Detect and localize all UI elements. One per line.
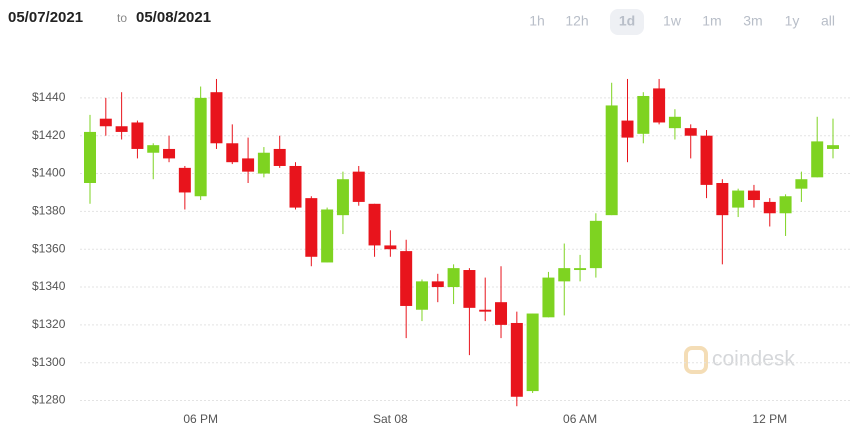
candle-body (415, 281, 428, 310)
y-tick-label: $1300 (32, 355, 66, 369)
candle-body (321, 209, 334, 263)
date-from: 05/07/2021 (8, 9, 83, 26)
candle-body (384, 245, 397, 250)
candle-body (305, 198, 318, 257)
candle-body (115, 126, 128, 132)
range-button[interactable]: 1y (785, 13, 800, 29)
candle-body (605, 105, 618, 216)
candle-body (779, 196, 792, 214)
candle-body (747, 190, 760, 201)
x-tick-label: 06 PM (183, 412, 218, 426)
candle-body (811, 141, 824, 178)
candle-body (147, 145, 160, 153)
range-button[interactable]: 12h (565, 13, 588, 29)
candle-body (732, 190, 745, 208)
candle-body (510, 322, 523, 397)
y-tick-label: $1320 (32, 317, 66, 331)
candle-body (526, 313, 539, 392)
candle-body (257, 152, 270, 174)
watermark: coindesk (684, 346, 795, 374)
candle-body (400, 251, 413, 306)
candle-body (99, 118, 112, 127)
candle-body (542, 277, 555, 318)
x-tick-label: 12 PM (752, 412, 787, 426)
x-tick-label: Sat 08 (373, 412, 408, 426)
candle-body (479, 309, 492, 312)
candle-body (589, 220, 602, 269)
candle-body (194, 97, 207, 197)
candle-body (827, 145, 839, 149)
candle-body (178, 167, 191, 193)
range-button-bg[interactable] (610, 9, 644, 35)
candle-body (700, 135, 713, 185)
candle-body (336, 179, 349, 216)
candle-body (210, 92, 223, 144)
range-button[interactable]: all (821, 13, 835, 29)
date-to-word: to (117, 11, 127, 25)
y-tick-label: $1420 (32, 128, 66, 142)
candle-body (653, 88, 666, 123)
candle-body (463, 270, 476, 308)
candle-body (763, 201, 776, 214)
candle-body (431, 281, 444, 288)
range-button[interactable]: 1m (702, 13, 721, 29)
candle-body (668, 116, 681, 129)
candle-body (289, 165, 302, 208)
range-button[interactable]: 3m (743, 13, 762, 29)
y-tick-label: $1440 (32, 90, 66, 104)
y-tick-label: $1360 (32, 241, 66, 255)
candle-body (368, 203, 381, 246)
candle-body (637, 95, 650, 134)
candle-body (242, 158, 255, 172)
candle-body (716, 183, 729, 216)
candle-body (558, 268, 571, 282)
candle-body (684, 128, 697, 136)
candle-body (795, 179, 808, 189)
candle-body (621, 120, 634, 138)
range-button[interactable]: 1d (619, 13, 635, 29)
candle-body (447, 268, 460, 288)
watermark-logo (684, 346, 708, 374)
y-tick-label: $1380 (32, 204, 66, 218)
x-tick-label: 06 AM (563, 412, 597, 426)
candle-body (273, 148, 286, 166)
watermark-text: coindesk (712, 348, 795, 371)
y-tick-label: $1340 (32, 279, 66, 293)
range-button[interactable]: 1w (663, 13, 682, 29)
candle-body (495, 302, 508, 325)
candle-body (84, 131, 96, 183)
candle-body (226, 143, 239, 163)
range-button[interactable]: 1h (529, 13, 545, 29)
candle-body (163, 148, 176, 159)
candle-body (574, 268, 587, 271)
y-tick-label: $1280 (32, 393, 66, 407)
candle-body (131, 122, 144, 149)
y-tick-label: $1400 (32, 166, 66, 180)
candle-body (352, 171, 365, 202)
date-to: 05/08/2021 (136, 9, 211, 26)
